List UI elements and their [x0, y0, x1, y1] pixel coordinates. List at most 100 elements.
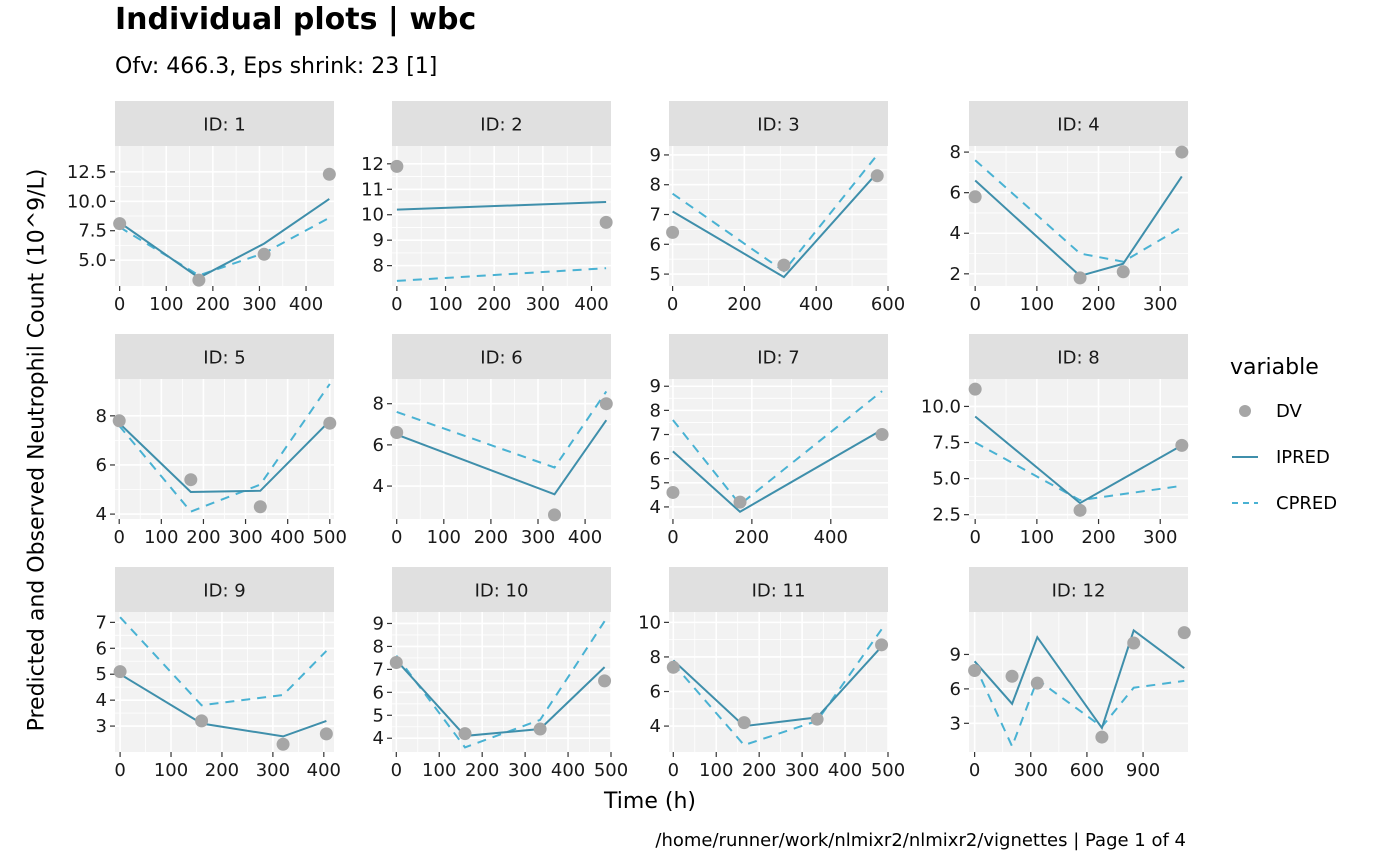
- strip-label: ID: 7: [757, 348, 799, 369]
- dv-point: [390, 159, 404, 173]
- dv-point: [390, 426, 404, 440]
- legend-key-dv: [1239, 405, 1251, 417]
- series-group: [118, 383, 331, 513]
- strip-label: ID: 10: [475, 581, 529, 602]
- plot-title: Individual plots | wbc: [115, 2, 477, 37]
- series-group: [119, 616, 328, 738]
- ipred-line: [396, 419, 608, 496]
- x-tick-label: 200: [465, 760, 499, 781]
- ipred-line: [672, 428, 883, 514]
- y-tick-label: 2.5: [932, 505, 961, 526]
- panel-2: ID: 2 0 100 200 300 400 8 9 10 11 12: [361, 101, 613, 315]
- x-tick-label: 300: [508, 760, 542, 781]
- ipred-line: [672, 645, 883, 728]
- panel-bg: [969, 612, 1188, 752]
- dv-point: [968, 382, 982, 396]
- x-tick-label: 100: [1020, 294, 1054, 315]
- ipred-line: [395, 659, 606, 737]
- y-tick-label: 7: [96, 612, 107, 633]
- x-tick-label: 300: [228, 527, 262, 548]
- y-tick-label: 6: [950, 679, 961, 700]
- y-tick-label: 5.0: [932, 469, 961, 490]
- series-group: [974, 415, 1183, 505]
- y-tick-label: 9: [650, 376, 661, 397]
- dv-point: [533, 722, 547, 736]
- y-tick-label: 10: [638, 612, 661, 633]
- x-tick-label: 100: [1020, 527, 1054, 548]
- dv-point: [599, 397, 613, 411]
- y-tick-label: 8: [373, 394, 384, 415]
- series-group: [396, 390, 608, 496]
- dv-point: [733, 495, 747, 509]
- dv-point: [113, 665, 127, 679]
- y-tick-label: 5: [96, 664, 107, 685]
- legend-key-ipred: [1232, 456, 1258, 458]
- y-tick-label: 8: [373, 256, 384, 277]
- panel-1: ID: 1 0 100 200 300 400 5.0 7.5 10.0 12.5: [67, 101, 336, 315]
- x-tick-label: 300: [1014, 760, 1048, 781]
- strip-bg: [669, 101, 888, 146]
- x-tick-label: 200: [727, 294, 761, 315]
- cpred-line: [974, 441, 1182, 502]
- y-tick-label: 9: [650, 145, 661, 166]
- dv-point: [322, 167, 336, 181]
- cpred-line: [396, 390, 608, 469]
- plot-caption: /home/runner/work/nlmixr2/nlmixr2/vignet…: [655, 830, 1186, 851]
- strip-bg: [392, 334, 611, 379]
- x-tick-label: 400: [307, 760, 341, 781]
- y-tick-label: 8: [650, 175, 661, 196]
- cpred-line: [973, 664, 1185, 749]
- dv-point: [777, 258, 791, 272]
- strip-label: ID: 11: [752, 581, 806, 602]
- strip-bg: [669, 567, 888, 612]
- dv-point: [875, 428, 889, 442]
- y-tick-label: 6: [373, 682, 384, 703]
- y-tick-label: 3: [96, 716, 107, 737]
- strip-bg: [969, 334, 1188, 379]
- x-tick-label: 0: [969, 294, 980, 315]
- legend-label-cpred: CPRED: [1276, 492, 1338, 514]
- dv-point: [599, 215, 613, 229]
- x-tick-label: 0: [113, 527, 124, 548]
- x-tick-label: 400: [799, 294, 833, 315]
- dv-point: [1030, 676, 1044, 690]
- series-group: [974, 159, 1183, 278]
- y-tick-label: 7: [650, 425, 661, 446]
- strip-bg: [969, 567, 1188, 612]
- x-tick-label: 200: [186, 527, 220, 548]
- cpred-line: [119, 616, 328, 707]
- legend-key-cpred: [1232, 502, 1258, 504]
- panel-bg: [969, 379, 1188, 519]
- panel-bg: [392, 612, 611, 752]
- panel-3: ID: 3 0 200 400 600 5 6 7 8 9: [650, 101, 905, 315]
- x-tick-label: 0: [668, 760, 679, 781]
- x-tick-label: 200: [477, 294, 511, 315]
- y-tick-label: 9: [950, 644, 961, 665]
- cpred-line: [119, 216, 330, 277]
- series-group: [119, 198, 330, 279]
- strip-label: ID: 2: [480, 115, 522, 136]
- x-tick-label: 500: [871, 760, 905, 781]
- strip-bg: [115, 567, 334, 612]
- y-tick-label: 11: [361, 179, 384, 200]
- ipred-line: [973, 628, 1185, 731]
- cpred-line: [672, 628, 883, 747]
- dv-point: [875, 638, 889, 652]
- x-tick-label: 0: [667, 294, 678, 315]
- dv-point: [666, 225, 680, 239]
- legend-title: variable: [1230, 355, 1319, 380]
- legend-label-dv: DV: [1276, 400, 1302, 422]
- series-group: [395, 620, 606, 749]
- cpred-line: [396, 267, 607, 282]
- strip-label: ID: 8: [1057, 348, 1099, 369]
- x-tick-label: 400: [574, 294, 608, 315]
- panel-bg: [669, 379, 888, 519]
- y-tick-label: 4: [650, 497, 661, 518]
- panel-5: ID: 5 0 100 200 300 400 500 4 6 8: [96, 334, 347, 548]
- dv-point: [737, 716, 751, 730]
- panel-4: ID: 4 0 100 200 300 2 4 6 8: [950, 101, 1189, 315]
- dv-point: [389, 655, 403, 669]
- x-tick-label: 200: [1081, 527, 1115, 548]
- x-tick-label: 200: [474, 527, 508, 548]
- dv-point: [968, 664, 982, 678]
